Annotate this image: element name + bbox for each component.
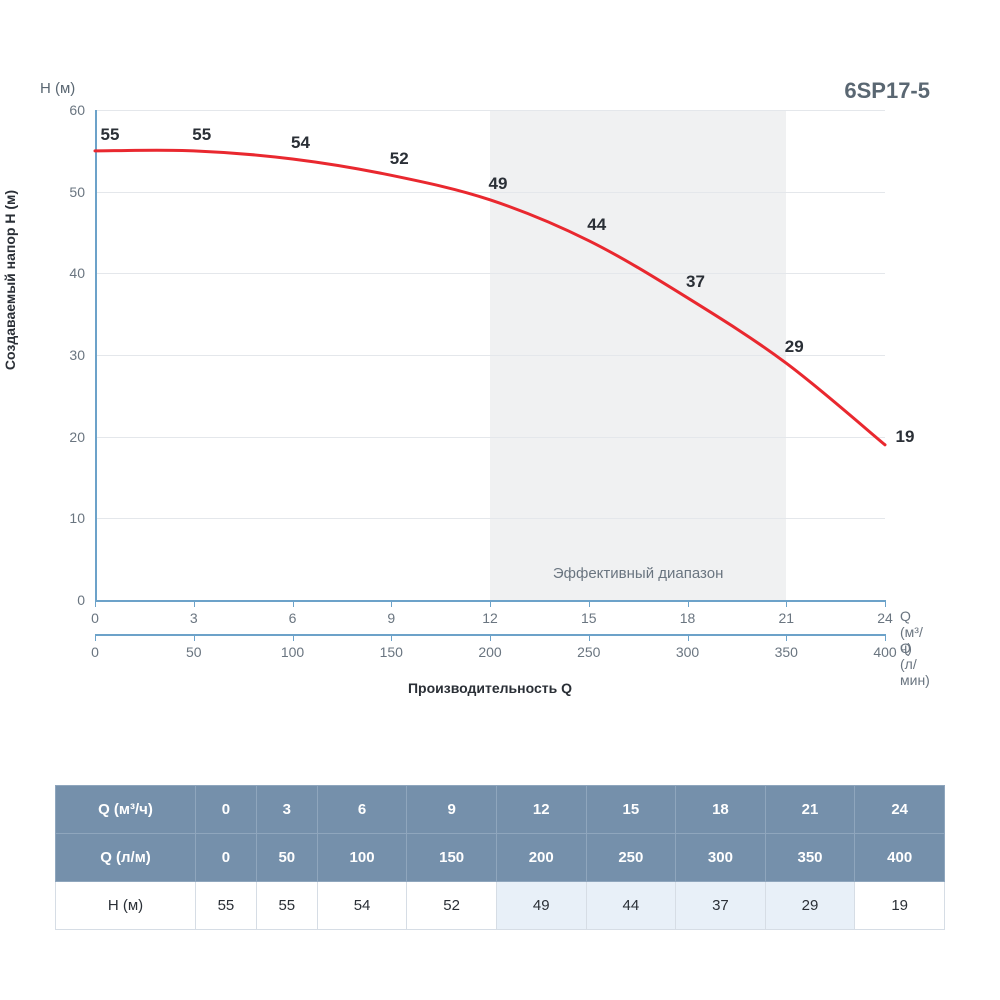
table-cell: 18: [676, 786, 766, 834]
table-cell: 54: [317, 882, 407, 930]
x-tick-mark: [589, 600, 590, 607]
table-cell: 55: [196, 882, 257, 930]
point-label: 54: [291, 133, 310, 153]
y-tick-label: 60: [45, 102, 85, 118]
table-cell: 19: [855, 882, 945, 930]
x-tick-mark: [490, 600, 491, 607]
table-cell: 200: [496, 834, 586, 882]
table-cell: 55: [256, 882, 317, 930]
table-row-label: Q (л/м): [56, 834, 196, 882]
x-tick-mark: [688, 600, 689, 607]
x-tick-label-2: 400: [873, 644, 896, 660]
x-tick-label-1: 18: [680, 610, 696, 626]
table-cell: 350: [765, 834, 855, 882]
x-tick-label-1: 3: [190, 610, 198, 626]
x-tick-label-2: 300: [676, 644, 699, 660]
point-label: 55: [192, 125, 211, 145]
y-tick-label: 20: [45, 429, 85, 445]
table-cell: 29: [765, 882, 855, 930]
y-tick-label: 10: [45, 510, 85, 526]
x-tick-mark: [786, 600, 787, 607]
x-tick-mark-2: [885, 634, 886, 641]
table-cell: 9: [407, 786, 497, 834]
table-cell: 21: [765, 786, 855, 834]
point-label: 29: [785, 337, 804, 357]
table-cell: 250: [586, 834, 676, 882]
table-cell: 0: [196, 834, 257, 882]
x-tick-label-1: 15: [581, 610, 597, 626]
x-tick-label-1: 21: [778, 610, 794, 626]
table-cell: 300: [676, 834, 766, 882]
table-cell: 150: [407, 834, 497, 882]
x-tick-label-1: 12: [482, 610, 498, 626]
x-tick-label-1: 6: [289, 610, 297, 626]
x-tick-mark-2: [688, 634, 689, 641]
x-tick-label-2: 250: [577, 644, 600, 660]
table-cell: 0: [196, 786, 257, 834]
table-cell: 52: [407, 882, 497, 930]
table-cell: 44: [586, 882, 676, 930]
x-tick-mark: [293, 600, 294, 607]
table-cell: 37: [676, 882, 766, 930]
point-label: 55: [101, 125, 120, 145]
x-tick-label-2: 350: [775, 644, 798, 660]
x-tick-label-1: 0: [91, 610, 99, 626]
x-tick-label-2: 100: [281, 644, 304, 660]
point-label: 44: [587, 215, 606, 235]
table-cell: 15: [586, 786, 676, 834]
x-tick-label-2: 0: [91, 644, 99, 660]
x-tick-mark: [194, 600, 195, 607]
x-tick-mark: [885, 600, 886, 607]
x-tick-label-1: 24: [877, 610, 893, 626]
table-cell: 49: [496, 882, 586, 930]
y-tick-label: 30: [45, 347, 85, 363]
x-tick-label-2: 50: [186, 644, 202, 660]
x-tick-mark-2: [95, 634, 96, 641]
chart-plot-area: 010203040506003691215182124Q (м³/ч)05010…: [95, 110, 885, 600]
table-row-label: H (м): [56, 882, 196, 930]
chart-title: 6SP17-5: [844, 78, 930, 104]
x-tick-mark: [391, 600, 392, 607]
table-cell: 6: [317, 786, 407, 834]
x-tick-label-2: 150: [380, 644, 403, 660]
point-label: 49: [489, 174, 508, 194]
table-cell: 100: [317, 834, 407, 882]
x-tick-mark: [95, 600, 96, 607]
x-axis-title: Производительность Q: [408, 680, 572, 696]
point-label: 52: [390, 149, 409, 169]
x-axis-unit-2: Q (л/мин): [900, 640, 930, 688]
y-axis-unit: H (м): [40, 80, 75, 97]
data-table: Q (м³/ч)03691215182124 Q (л/м)05010015020…: [55, 785, 945, 930]
y-tick-label: 40: [45, 265, 85, 281]
table-row-label: Q (м³/ч): [56, 786, 196, 834]
table-cell: 3: [256, 786, 317, 834]
x-tick-label-1: 9: [387, 610, 395, 626]
x-tick-mark-2: [391, 634, 392, 641]
table-cell: 12: [496, 786, 586, 834]
table-cell: 50: [256, 834, 317, 882]
y-tick-label: 0: [45, 592, 85, 608]
point-label: 37: [686, 272, 705, 292]
table-cell: 400: [855, 834, 945, 882]
x-tick-mark-2: [490, 634, 491, 641]
x-tick-mark-2: [589, 634, 590, 641]
x-tick-label-2: 200: [478, 644, 501, 660]
x-tick-mark-2: [786, 634, 787, 641]
y-axis-title: Создаваемый напор H (м): [2, 180, 18, 380]
table-cell: 24: [855, 786, 945, 834]
y-tick-label: 50: [45, 184, 85, 200]
x-tick-mark-2: [293, 634, 294, 641]
x-tick-mark-2: [194, 634, 195, 641]
point-label: 19: [896, 427, 915, 447]
